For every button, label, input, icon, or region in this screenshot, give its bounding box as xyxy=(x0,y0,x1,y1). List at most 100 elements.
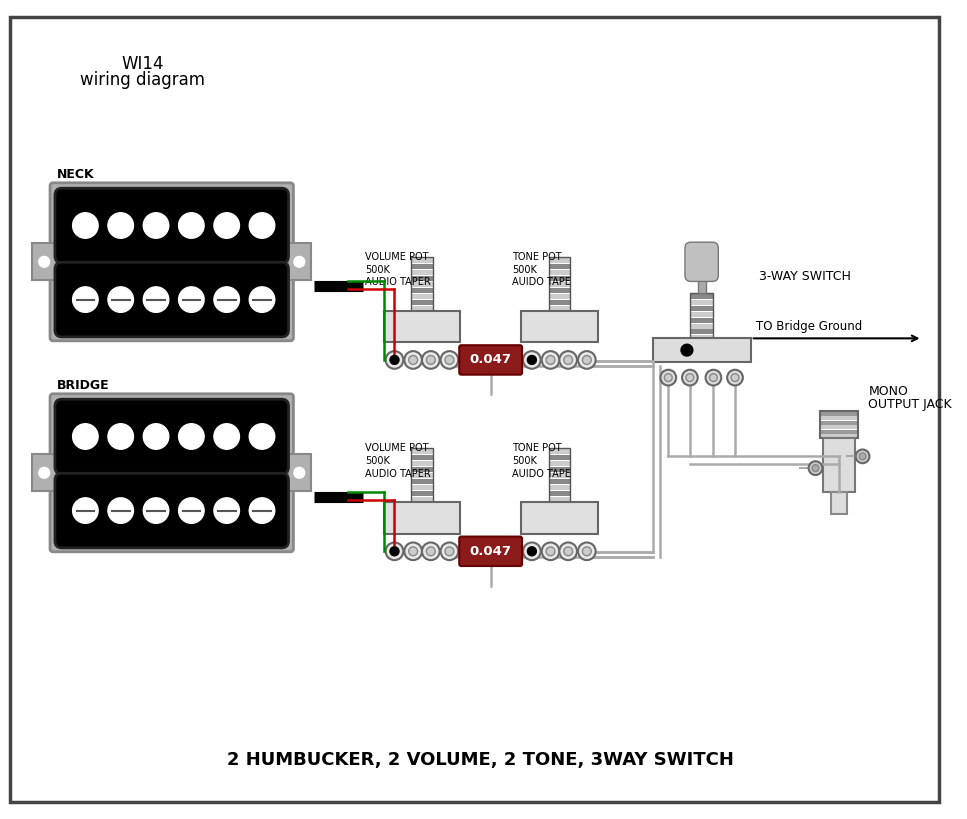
Circle shape xyxy=(214,287,240,312)
Bar xyxy=(411,294,433,299)
Circle shape xyxy=(546,547,555,556)
Circle shape xyxy=(582,547,591,556)
Bar xyxy=(411,300,433,305)
Circle shape xyxy=(441,542,458,560)
Circle shape xyxy=(214,213,240,238)
Bar xyxy=(548,269,571,275)
Bar xyxy=(411,449,433,455)
Bar xyxy=(820,434,858,438)
Circle shape xyxy=(179,287,204,312)
Bar xyxy=(411,276,433,281)
Circle shape xyxy=(445,547,454,556)
Bar xyxy=(548,305,571,311)
Circle shape xyxy=(706,369,721,386)
Text: TO Bridge Ground: TO Bridge Ground xyxy=(755,320,862,333)
Circle shape xyxy=(660,369,676,386)
FancyBboxPatch shape xyxy=(459,536,522,566)
FancyBboxPatch shape xyxy=(55,188,288,263)
Circle shape xyxy=(564,355,572,364)
FancyBboxPatch shape xyxy=(459,346,522,374)
Circle shape xyxy=(710,373,718,382)
Bar xyxy=(548,294,571,299)
Circle shape xyxy=(441,351,458,369)
Circle shape xyxy=(559,542,577,560)
Circle shape xyxy=(73,213,98,238)
Circle shape xyxy=(664,373,672,382)
Text: wiring diagram: wiring diagram xyxy=(80,71,205,89)
Bar xyxy=(411,491,433,496)
Bar xyxy=(548,479,571,484)
Text: 2 HUMBUCKER, 2 VOLUME, 2 TONE, 3WAY SWITCH: 2 HUMBUCKER, 2 VOLUME, 2 TONE, 3WAY SWIT… xyxy=(227,751,734,769)
Bar xyxy=(548,473,571,478)
Circle shape xyxy=(527,355,537,364)
Circle shape xyxy=(179,213,204,238)
Bar xyxy=(548,467,571,473)
Text: 500K: 500K xyxy=(366,456,390,466)
Circle shape xyxy=(812,464,819,472)
Circle shape xyxy=(859,453,866,459)
Bar xyxy=(411,461,433,466)
Circle shape xyxy=(294,256,305,267)
Text: AUDIO TAPER: AUDIO TAPER xyxy=(366,278,431,287)
Bar xyxy=(653,338,750,362)
Text: TONE POT: TONE POT xyxy=(513,252,562,262)
Bar xyxy=(548,448,571,502)
Text: 500K: 500K xyxy=(513,456,537,466)
Text: MONO: MONO xyxy=(868,385,908,398)
Circle shape xyxy=(727,369,743,386)
Text: 3-WAY SWITCH: 3-WAY SWITCH xyxy=(758,270,850,283)
Bar xyxy=(32,455,56,491)
Circle shape xyxy=(527,355,537,364)
Bar xyxy=(832,492,847,514)
Circle shape xyxy=(390,547,399,556)
Circle shape xyxy=(404,542,422,560)
Text: BRIDGE: BRIDGE xyxy=(57,379,109,392)
Circle shape xyxy=(681,344,692,356)
Bar xyxy=(411,305,433,311)
Bar xyxy=(548,258,571,263)
Circle shape xyxy=(249,498,275,523)
Circle shape xyxy=(578,351,596,369)
Circle shape xyxy=(249,287,275,312)
Bar xyxy=(411,485,433,491)
Circle shape xyxy=(386,351,403,369)
Circle shape xyxy=(179,423,204,450)
FancyBboxPatch shape xyxy=(55,399,288,473)
Circle shape xyxy=(386,542,403,560)
Bar xyxy=(689,335,714,341)
Bar xyxy=(820,421,858,425)
Bar xyxy=(521,502,598,534)
Bar xyxy=(287,243,311,280)
Bar xyxy=(823,438,855,492)
Circle shape xyxy=(731,373,739,382)
Bar xyxy=(384,502,460,534)
Circle shape xyxy=(578,542,596,560)
Circle shape xyxy=(426,355,435,364)
Text: 500K: 500K xyxy=(513,265,537,274)
Bar xyxy=(689,305,714,311)
Bar xyxy=(287,455,311,491)
Text: AUIDO TAPE: AUIDO TAPE xyxy=(513,278,571,287)
Bar xyxy=(411,455,433,460)
Bar xyxy=(689,300,714,305)
Bar xyxy=(820,425,858,429)
Bar xyxy=(689,294,714,299)
Bar xyxy=(548,455,571,460)
Circle shape xyxy=(143,498,169,523)
Circle shape xyxy=(559,351,577,369)
Circle shape xyxy=(390,355,399,364)
Bar xyxy=(698,275,706,293)
Circle shape xyxy=(108,287,133,312)
Circle shape xyxy=(409,547,418,556)
FancyBboxPatch shape xyxy=(55,262,288,337)
Circle shape xyxy=(39,256,49,267)
Bar xyxy=(548,300,571,305)
Circle shape xyxy=(564,547,572,556)
Circle shape xyxy=(143,287,169,312)
FancyBboxPatch shape xyxy=(55,473,288,548)
Circle shape xyxy=(546,355,555,364)
Bar xyxy=(411,287,433,293)
Circle shape xyxy=(856,450,869,464)
FancyBboxPatch shape xyxy=(685,242,718,282)
Text: TONE POT: TONE POT xyxy=(513,443,562,453)
